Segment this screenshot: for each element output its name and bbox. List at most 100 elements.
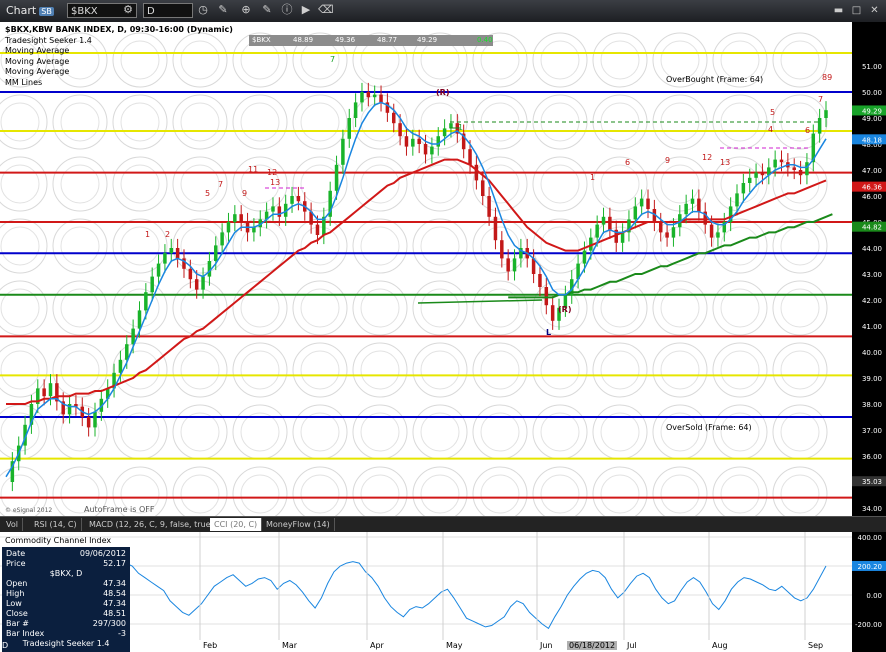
bg-ring: [300, 350, 340, 390]
window-close-icon[interactable]: ✕: [870, 5, 879, 16]
cursor-cross-icon[interactable]: ⊕: [241, 3, 251, 16]
data-window-value: 48.51: [103, 609, 126, 618]
candle: [646, 198, 650, 209]
bg-ring: [480, 412, 520, 452]
data-window-key: High: [6, 589, 25, 598]
bg-ring: [480, 226, 520, 266]
candle: [595, 224, 599, 238]
bg-ring: [240, 288, 280, 328]
candle: [550, 305, 555, 321]
bg-ring: [232, 32, 288, 88]
bg-ring: [180, 350, 220, 390]
window-minimize-icon[interactable]: ▬: [833, 5, 844, 16]
symbol-input[interactable]: $BKX: [67, 3, 137, 18]
month-label: Sep: [808, 641, 823, 650]
candle: [500, 240, 504, 259]
price-marker-label: 49.29: [862, 107, 882, 115]
bg-ring: [420, 350, 460, 390]
bg-ring: [60, 40, 100, 80]
symbol-menu-icon[interactable]: ⚙: [123, 3, 133, 16]
study-ma-1: Moving Average: [5, 46, 70, 55]
bg-ring: [600, 412, 640, 452]
month-label: Apr: [370, 641, 385, 650]
bg-ring: [772, 218, 828, 274]
window-maximize-icon[interactable]: □: [851, 5, 862, 16]
bg-ring: [352, 466, 408, 516]
play-icon[interactable]: ▶: [301, 3, 311, 16]
bg-ring: [780, 288, 820, 328]
data-window-key: Low: [6, 599, 22, 608]
candle: [86, 417, 91, 428]
candle: [182, 258, 186, 269]
draw-pencil-icon[interactable]: ✎: [218, 3, 228, 16]
bg-ring: [540, 164, 580, 204]
candle: [379, 94, 383, 103]
candle: [347, 118, 352, 139]
candle: [93, 411, 97, 428]
bg-ring: [652, 466, 708, 516]
bg-ring: [292, 280, 348, 336]
candle: [258, 219, 263, 228]
interval-input[interactable]: D: [143, 3, 193, 18]
bg-ring: [0, 164, 40, 204]
bg-ring: [412, 280, 468, 336]
bg-ring: [772, 342, 828, 398]
data-window-row: Low 47.34: [4, 599, 128, 609]
bg-ring: [120, 412, 160, 452]
price-axis-label: 42.00: [862, 297, 882, 305]
bg-ring: [60, 288, 100, 328]
clock-icon[interactable]: ◷: [198, 3, 208, 16]
candle: [487, 196, 491, 217]
month-label: Aug: [712, 641, 728, 650]
tab-cci[interactable]: CCI (20, C): [210, 518, 263, 531]
candle: [709, 224, 714, 238]
cci-axis-label: -200.00: [855, 621, 882, 629]
price-axis-label: 49.00: [862, 115, 882, 123]
candle: [411, 138, 415, 147]
price-marker-label: 35.03: [862, 478, 882, 486]
candle: [67, 404, 72, 415]
candle: [735, 193, 739, 207]
bg-ring: [720, 40, 760, 80]
bg-ring: [112, 218, 168, 274]
bg-ring: [420, 412, 460, 452]
bg-ring: [480, 350, 520, 390]
data-window-value: 47.34: [103, 599, 126, 608]
bg-ring: [120, 40, 160, 80]
tab-rsi[interactable]: RSI (14, C): [30, 518, 82, 531]
bg-ring: [112, 342, 168, 398]
bg-ring: [180, 288, 220, 328]
seeker-count-label: 4: [768, 125, 773, 134]
tab-vol[interactable]: Vol: [2, 518, 23, 531]
data-window-row: Tradesight Seeker 1.4: [4, 639, 128, 649]
data-window-value: -3: [118, 629, 126, 638]
study-mm-lines: MM Lines: [5, 78, 43, 87]
info-icon[interactable]: ⓘ: [281, 3, 293, 16]
price-marker-label: 48.18: [862, 136, 882, 144]
seeker-count-label: 7: [818, 95, 823, 104]
bg-ring: [600, 288, 640, 328]
bg-ring: [720, 412, 760, 452]
tab-moneyflow[interactable]: MoneyFlow (14): [262, 518, 335, 531]
candle: [449, 123, 453, 129]
cci-value-marker-label: 200.20: [858, 563, 883, 571]
quote-symbol: $BKX: [252, 36, 271, 44]
price-chart[interactable]: 51.0050.0049.0048.0047.0046.0045.0044.00…: [0, 22, 886, 516]
bg-ring: [52, 32, 108, 88]
candle: [614, 229, 618, 243]
tab-macd[interactable]: MACD (12, 26, C, 9, false, true): [85, 518, 219, 531]
eraser-icon[interactable]: ⌫: [318, 3, 334, 16]
edit-line-icon[interactable]: ✎: [262, 3, 272, 16]
candle: [36, 388, 40, 404]
bg-ring: [352, 218, 408, 274]
bg-ring: [0, 466, 48, 516]
candle: [468, 149, 472, 165]
candle: [430, 146, 434, 155]
candle: [557, 307, 561, 321]
month-label: Jun: [539, 641, 553, 650]
bg-ring: [52, 156, 108, 212]
data-window-row: $BKX, D: [4, 569, 128, 579]
cci-value-marker: [852, 560, 886, 571]
price-marker: [852, 221, 886, 232]
